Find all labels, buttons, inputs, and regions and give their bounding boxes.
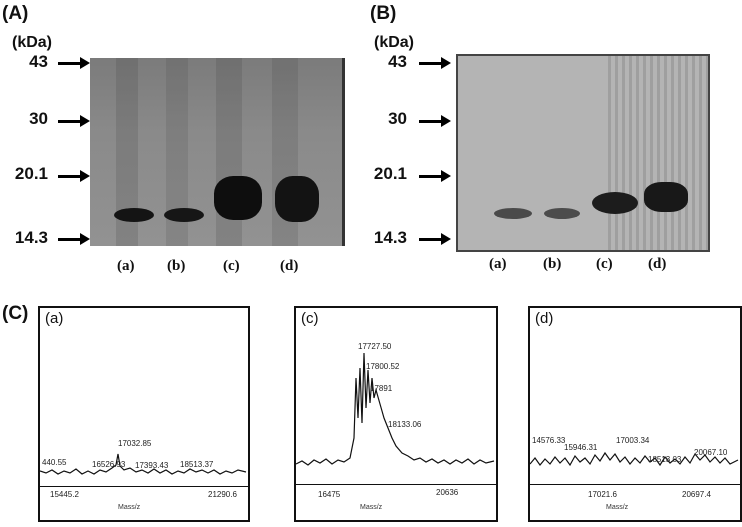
marker-43-b: 43 bbox=[388, 52, 407, 71]
spectrum-trace-c bbox=[296, 352, 495, 466]
gel-image-a bbox=[90, 58, 345, 246]
gel-streak-2 bbox=[166, 58, 188, 246]
spectrum-axis-a bbox=[40, 486, 248, 487]
marker-arrow-43-a bbox=[58, 57, 90, 69]
peak-label-c-1: 17727.50 bbox=[358, 342, 392, 351]
peak-label-d-1: 14576.33 bbox=[532, 436, 566, 445]
panel-label-a: (A) bbox=[2, 3, 29, 24]
marker-20-b: 20.1 bbox=[373, 164, 407, 183]
marker-30-b: 30 bbox=[388, 109, 407, 128]
lane-label-b-c: (c) bbox=[596, 256, 613, 272]
lane-label-a-b: (b) bbox=[167, 258, 186, 274]
marker-43-a: 43 bbox=[29, 52, 48, 71]
lane-label-a-c: (c) bbox=[223, 258, 240, 274]
spectrum-trace-a bbox=[40, 453, 247, 475]
marker-20-a: 20.1 bbox=[14, 164, 48, 183]
peak-label-c-4: 18133.06 bbox=[388, 420, 422, 429]
x-title-a: Mass/z bbox=[118, 504, 141, 511]
x-start-d: 17021.6 bbox=[588, 490, 617, 499]
gel-band-b-d bbox=[644, 182, 688, 212]
peak-label-a-1: 440.55 bbox=[42, 458, 67, 467]
x-start-a: 15445.2 bbox=[50, 490, 79, 499]
lane-label-a-d: (d) bbox=[280, 258, 299, 274]
marker-arrow-14-b bbox=[419, 233, 451, 245]
marker-arrow-30-a bbox=[58, 115, 90, 127]
gel-band-b bbox=[164, 208, 204, 222]
marker-arrow-20-a bbox=[58, 170, 90, 182]
marker-arrow-14-a bbox=[58, 233, 90, 245]
peak-label-d-3: 17003.34 bbox=[616, 436, 650, 445]
spectrum-c: (c) 17727.50 17800.52 17891 18133.06 164… bbox=[294, 306, 498, 522]
marker-14-a: 14.3 bbox=[14, 228, 48, 247]
lane-label-b-d: (d) bbox=[648, 256, 667, 272]
marker-14-b: 14.3 bbox=[373, 228, 407, 247]
gel-band-b-a bbox=[494, 208, 532, 219]
spectrum-axis-c bbox=[296, 484, 496, 485]
kda-unit-a: (kDa) bbox=[12, 34, 53, 51]
spectrum-d: (d) 14576.33 15946.31 17003.34 18513.03 … bbox=[528, 306, 742, 522]
lane-label-b-a: (a) bbox=[489, 256, 507, 272]
x-title-c: Mass/z bbox=[360, 504, 383, 511]
peak-label-d-5: 20067.10 bbox=[694, 448, 728, 457]
gel-band-d bbox=[275, 176, 319, 222]
x-title-d: Mass/z bbox=[606, 504, 629, 511]
marker-arrow-20-b bbox=[419, 170, 451, 182]
peak-label-a-2: 16526.93 bbox=[92, 460, 126, 469]
kda-unit-b: (kDa) bbox=[374, 34, 415, 51]
peak-label-d-4: 18513.03 bbox=[648, 455, 682, 464]
peak-label-a-5: 18513.37 bbox=[180, 460, 214, 469]
peak-label-c-3: 17891 bbox=[370, 384, 393, 393]
gel-band-c bbox=[214, 176, 262, 220]
spectrum-axis-d bbox=[530, 484, 740, 485]
gel-streak-1 bbox=[116, 58, 138, 246]
peak-label-c-2: 17800.52 bbox=[366, 362, 400, 371]
lane-label-a-a: (a) bbox=[117, 258, 135, 274]
x-end-d: 20697.4 bbox=[682, 490, 711, 499]
marker-30-a: 30 bbox=[29, 109, 48, 128]
spectrum-label-c: (c) bbox=[301, 310, 319, 327]
spectrum-trace-d bbox=[530, 451, 739, 467]
panel-label-b: (B) bbox=[370, 3, 397, 24]
gel-band-a bbox=[114, 208, 154, 222]
gel-band-b-b bbox=[544, 208, 580, 219]
peak-label-a-3: 17032.85 bbox=[118, 439, 152, 448]
marker-arrow-43-b bbox=[419, 57, 451, 69]
gel-noise-b bbox=[608, 56, 708, 250]
spectrum-label-d: (d) bbox=[535, 310, 554, 327]
spectrum-label-a: (a) bbox=[45, 310, 64, 327]
x-start-c: 16475 bbox=[318, 490, 341, 499]
gel-image-b bbox=[456, 54, 710, 252]
x-end-a: 21290.6 bbox=[208, 490, 237, 499]
x-end-c: 20636 bbox=[436, 488, 459, 497]
gel-band-b-c bbox=[592, 192, 638, 214]
peak-label-d-2: 15946.31 bbox=[564, 443, 598, 452]
lane-label-b-b: (b) bbox=[543, 256, 562, 272]
marker-arrow-30-b bbox=[419, 115, 451, 127]
spectrum-a: (a) 440.55 16526.93 17032.85 17393.43 18… bbox=[38, 306, 250, 522]
peak-label-a-4: 17393.43 bbox=[135, 461, 169, 470]
panel-label-c: (C) bbox=[2, 303, 29, 324]
